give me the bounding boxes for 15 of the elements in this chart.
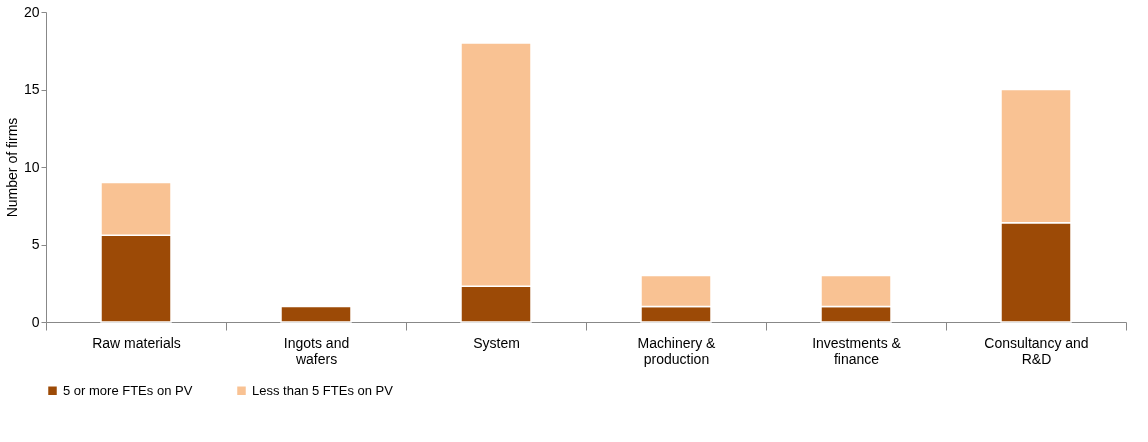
x-tick-label: Consultancy and R&D: [984, 334, 1089, 367]
y-tick-label: 20: [23, 3, 40, 20]
y-tick-label: 5: [31, 236, 40, 252]
x-tick-label: Investments & finance: [812, 334, 902, 367]
y-tick-label: 15: [23, 81, 40, 97]
y-tick-label: 0: [31, 313, 40, 330]
bar: [280, 305, 352, 323]
legend-label: Less than 5 FTEs on PV: [252, 382, 394, 398]
y-axis-title: Number of firms: [3, 117, 20, 218]
x-tick-label: Raw materials: [92, 334, 181, 351]
x-tick-label: System: [473, 334, 520, 351]
legend-label: 5 or more FTEs on PV: [63, 382, 193, 398]
x-tick-label: Ingots and wafers: [283, 334, 350, 367]
x-tick-label: Machinery & production: [637, 334, 717, 367]
y-tick-label: 10: [23, 158, 40, 175]
